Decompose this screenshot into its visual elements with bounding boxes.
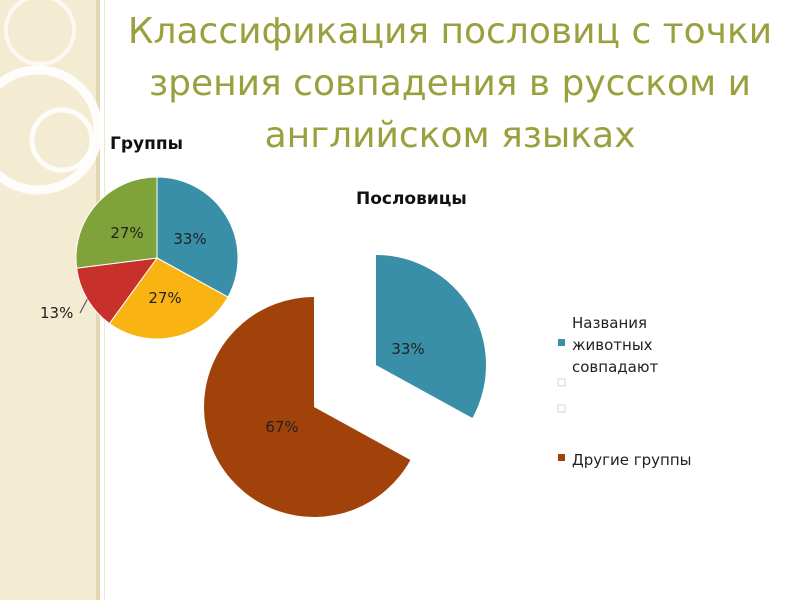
chart1-slice bbox=[108, 257, 229, 340]
chart2-slice bbox=[376, 255, 486, 418]
chart1-slice bbox=[156, 176, 239, 298]
chart1-data-label: 13% bbox=[40, 304, 73, 322]
decor-circles bbox=[0, 0, 103, 195]
chart1-data-label: 33% bbox=[173, 230, 206, 248]
legend-label: Другие группы bbox=[572, 451, 691, 469]
chart2-data-label: 67% bbox=[265, 418, 298, 436]
slide-title: Классификация пословиц с точки зрения со… bbox=[127, 11, 773, 156]
chart2-labels: 33% 67% bbox=[265, 340, 424, 436]
decor-ring-outer bbox=[0, 65, 103, 195]
chart1-leader-line bbox=[79, 298, 88, 314]
legend-label: совпадают bbox=[572, 358, 658, 376]
chart2-slices bbox=[204, 255, 486, 517]
legend-swatch bbox=[558, 454, 565, 461]
chart2-legend: Названия животных совпадают Другие группы bbox=[557, 314, 691, 469]
chart1-slices bbox=[75, 176, 239, 340]
chart1-slice bbox=[75, 176, 158, 269]
legend-label: животных bbox=[572, 336, 653, 354]
legend-label: Названия bbox=[572, 314, 647, 332]
decor-ring-inner bbox=[29, 107, 95, 173]
legend-swatch bbox=[557, 404, 566, 413]
left-decor-band bbox=[0, 0, 96, 600]
chart2-title: Пословицы bbox=[356, 189, 467, 209]
decor-ring-small bbox=[4, 0, 76, 66]
chart1-data-label: 27% bbox=[110, 224, 143, 242]
legend-swatch bbox=[558, 339, 565, 346]
legend-swatch bbox=[557, 378, 566, 387]
chart2-data-label: 33% bbox=[391, 340, 424, 358]
chart1-title: Группы bbox=[110, 134, 183, 154]
chart2-slice bbox=[204, 297, 411, 517]
chart1-labels: 33% 27% 13% 27% bbox=[40, 224, 207, 322]
chart1-slice bbox=[76, 257, 159, 325]
chart1-data-label: 27% bbox=[148, 289, 181, 307]
